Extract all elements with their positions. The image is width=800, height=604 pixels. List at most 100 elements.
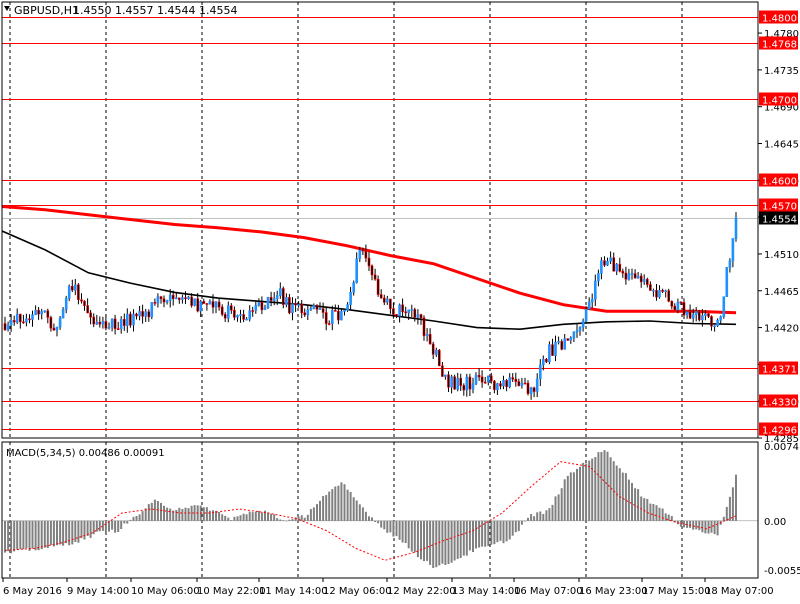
macd-histogram-bar <box>31 520 34 549</box>
price-level-tag <box>759 394 798 408</box>
time-label: 12 May 06:00 <box>323 586 392 597</box>
candle-up <box>330 310 334 324</box>
macd-histogram-bar <box>160 502 162 521</box>
candle-down <box>260 302 264 311</box>
candle-down <box>251 310 254 312</box>
candle-down <box>505 380 508 387</box>
candle-down <box>327 323 331 325</box>
candle-up <box>704 313 707 316</box>
macd-histogram-bar <box>49 520 52 546</box>
macd-histogram-bar <box>156 501 159 521</box>
macd-histogram-bar <box>704 520 707 534</box>
dropdown-triangle-icon[interactable] <box>4 6 10 11</box>
candle-up <box>508 377 512 388</box>
macd-histogram-bar <box>86 520 89 536</box>
macd-histogram-bar <box>655 505 658 521</box>
macd-histogram-bar <box>527 517 529 521</box>
candle-down <box>603 260 606 266</box>
macd-histogram-bar <box>377 520 380 524</box>
macd-histogram-bar <box>83 520 86 540</box>
candle-down <box>566 338 570 341</box>
macd-histogram-bar <box>600 452 603 521</box>
macd-histogram-bar <box>450 520 453 563</box>
macd-histogram-bar <box>178 507 181 521</box>
candle-up <box>193 298 196 306</box>
candle-up <box>349 291 352 305</box>
candle-down <box>545 358 548 363</box>
price-tick-label: 1.4465 <box>764 287 799 298</box>
macd-histogram-bar <box>202 507 205 521</box>
macd-histogram-bar <box>582 462 585 521</box>
macd-histogram-bar <box>490 520 493 545</box>
price-level-label: 1.4371 <box>762 365 797 376</box>
candle-down <box>431 343 435 355</box>
candle-down <box>281 288 285 305</box>
candle-down <box>230 305 233 311</box>
candle-down <box>288 297 291 314</box>
macd-histogram-bar <box>334 486 337 521</box>
candle-up <box>55 326 59 331</box>
macd-histogram-bar <box>481 520 484 547</box>
macd-histogram-bar <box>627 479 630 521</box>
candle-down <box>526 382 530 394</box>
price-level-tag <box>759 173 798 187</box>
indicator-pane-frame <box>1 441 759 579</box>
candle-down <box>483 381 487 384</box>
chart-ohlc-readout: 1.4550 1.4557 1.4544 1.4554 <box>73 4 237 17</box>
macd-histogram-bar <box>566 475 569 521</box>
time-label: 13 May 14:00 <box>452 586 521 597</box>
candle-down <box>682 302 686 316</box>
macd-histogram-bar <box>245 514 248 521</box>
candle-down <box>196 298 199 312</box>
macd-histogram-bar <box>322 496 325 521</box>
candle-up <box>272 298 276 302</box>
macd-histogram-bar <box>92 520 95 535</box>
macd-histogram-bar <box>478 520 481 548</box>
candle-down <box>104 321 108 329</box>
price-level-tag <box>759 92 798 106</box>
candle-up <box>34 309 37 316</box>
macd-histogram-bar <box>634 488 637 521</box>
macd-histogram-bar <box>267 512 269 521</box>
candle-up <box>187 296 190 300</box>
macd-histogram-bar <box>591 458 594 521</box>
candle-up <box>471 383 475 390</box>
candle-down <box>303 312 307 316</box>
time-label: 10 May 22:00 <box>197 586 266 597</box>
candle-up <box>520 382 524 386</box>
candle-up <box>165 300 169 303</box>
candle-down <box>523 382 527 385</box>
candle-down <box>413 309 417 318</box>
macd-histogram-bar <box>279 519 282 521</box>
candle-down <box>89 312 92 318</box>
macd-histogram-bar <box>37 520 40 551</box>
macd-histogram-bar <box>138 514 141 521</box>
candle-up <box>587 301 591 310</box>
candle-up <box>728 260 732 268</box>
candle-down <box>333 310 337 312</box>
candle-up <box>126 313 129 327</box>
macd-histogram-bar <box>264 510 266 521</box>
candle-up <box>239 314 242 316</box>
candle-up <box>569 337 573 341</box>
macd-histogram-bar <box>374 520 377 522</box>
candle-down <box>661 289 664 292</box>
candle-down <box>171 294 175 300</box>
macd-histogram-bar <box>239 515 242 521</box>
macd-histogram-bar <box>545 510 548 521</box>
macd-histogram-bar <box>508 520 511 540</box>
macd-histogram-bar <box>576 468 578 521</box>
candle-down <box>141 311 144 317</box>
macd-histogram-bar <box>407 520 410 549</box>
candle-up <box>25 318 28 323</box>
macd-histogram-bar <box>123 520 126 524</box>
candle-down <box>321 308 325 313</box>
candle-up <box>664 290 668 293</box>
macd-histogram-bar <box>386 520 389 533</box>
candle-down <box>499 383 502 387</box>
candle-down <box>670 300 674 307</box>
chart-symbol-label: GBPUSD,H1 <box>14 4 79 17</box>
macd-histogram-bar <box>572 472 575 521</box>
